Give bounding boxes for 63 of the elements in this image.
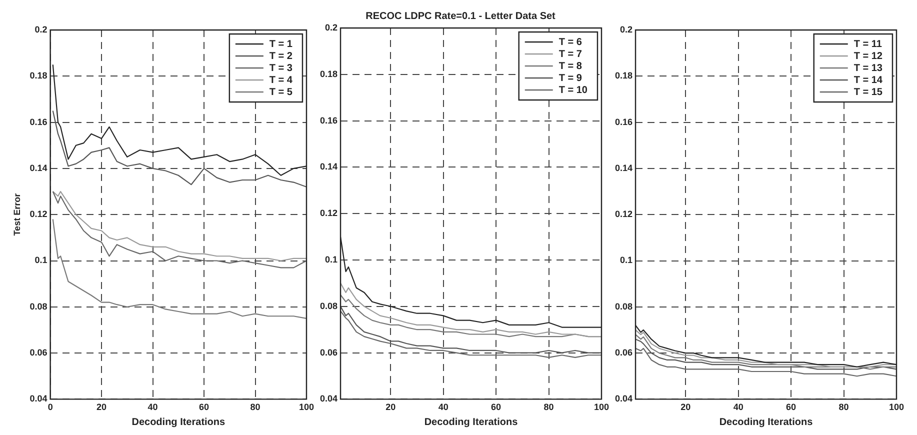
x-axis-title: Decoding Iterations <box>132 416 226 428</box>
x-tick-label: 80 <box>838 402 849 412</box>
y-tick-label: 0.08 <box>614 301 633 312</box>
y-tick-label: 0.2 <box>34 24 48 34</box>
y-tick-label: 0.16 <box>614 116 633 127</box>
legend-label: T = 3 <box>269 62 293 74</box>
x-tick-label: 60 <box>199 402 210 412</box>
y-tick-label: 0.2 <box>325 22 338 32</box>
y-tick-label: 0.18 <box>320 68 338 79</box>
y-tick-label: 0.06 <box>320 347 338 358</box>
y-tick-label: 0.1 <box>620 255 633 266</box>
legend-label: T = 13 <box>854 62 883 74</box>
x-tick-label: 100 <box>888 402 904 412</box>
x-tick-label: 20 <box>680 402 691 412</box>
legend-label: T = 2 <box>269 50 293 62</box>
legend-label: T = 4 <box>269 74 293 86</box>
x-tick-label: 100 <box>298 402 314 412</box>
legend-label: T = 14 <box>854 74 883 86</box>
legend-label: T = 10 <box>558 84 588 96</box>
x-tick-label: 0 <box>48 402 53 412</box>
x-tick-label: 60 <box>786 402 796 412</box>
y-tick-label: 0.04 <box>320 394 338 404</box>
x-tick-label: 60 <box>491 402 502 412</box>
legend-label: T = 5 <box>269 86 293 98</box>
x-tick-label: 100 <box>594 402 610 412</box>
x-tick-label: 40 <box>733 402 744 412</box>
x-tick-label: 80 <box>250 402 260 412</box>
legend-label: T = 7 <box>558 48 582 60</box>
y-tick-label: 0.16 <box>30 116 48 127</box>
y-tick-label: 0.18 <box>614 70 633 81</box>
x-axis-title: Decoding Iterations <box>719 416 814 428</box>
y-tick-label: 0.12 <box>320 208 338 218</box>
y-tick-label: 0.14 <box>320 162 338 172</box>
x-tick-label: 40 <box>438 402 448 412</box>
y-tick-label: 0.04 <box>614 394 633 404</box>
legend-label: T = 6 <box>558 36 582 48</box>
y-tick-label: 0.18 <box>30 70 48 81</box>
x-tick-label: 20 <box>96 402 107 412</box>
y-tick-label: 0.08 <box>30 301 48 312</box>
y-tick-label: 0.14 <box>30 162 48 173</box>
y-tick-label: 0.08 <box>320 300 338 311</box>
legend-label: T = 9 <box>558 72 582 84</box>
x-tick-label: 40 <box>148 402 158 412</box>
y-tick-label: 0.12 <box>614 209 633 220</box>
legend-label: T = 15 <box>854 86 883 98</box>
legend-label: T = 11 <box>854 38 882 50</box>
legend-label: T = 12 <box>854 50 883 62</box>
x-tick-label: 80 <box>544 402 554 412</box>
y-tick-label: 0.06 <box>30 348 48 358</box>
x-axis-title: Decoding Iterations <box>424 416 518 428</box>
y-tick-label: 0.14 <box>614 162 633 173</box>
y-axis-title: Test Error <box>12 192 22 236</box>
legend-label: T = 1 <box>269 38 293 50</box>
y-tick-label: 0.04 <box>30 394 48 404</box>
y-tick-label: 0.06 <box>614 348 633 358</box>
chart-title: RECOC LDPC Rate=0.1 - Letter Data Set <box>366 10 556 22</box>
x-tick-label: 20 <box>386 402 396 412</box>
y-tick-label: 0.1 <box>34 255 48 266</box>
legend-label: T = 8 <box>558 60 582 72</box>
y-tick-label: 0.16 <box>320 115 338 126</box>
y-tick-label: 0.12 <box>30 209 48 220</box>
y-tick-label: 0.1 <box>325 254 338 264</box>
y-tick-label: 0.2 <box>620 24 633 34</box>
